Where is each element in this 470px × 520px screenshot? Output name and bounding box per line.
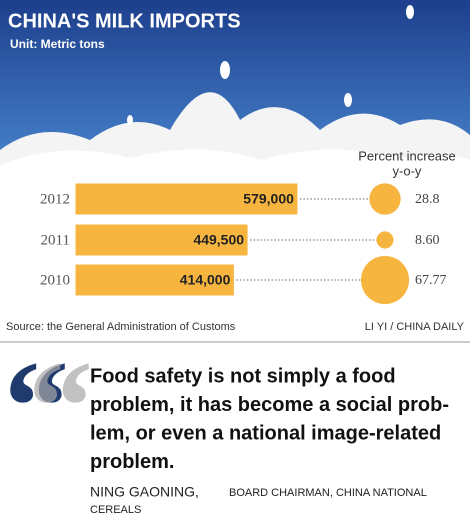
milk-drop	[344, 93, 352, 107]
bubble-label: 28.8	[415, 192, 440, 207]
milk-drop	[220, 61, 230, 79]
bubble-legend: y-o-y	[393, 163, 422, 178]
bar	[74, 263, 235, 297]
quote-line: problem.	[90, 451, 174, 473]
chart-subtitle: Unit: Metric tons	[10, 37, 105, 51]
milk-drop	[127, 115, 133, 125]
milk-drop	[406, 5, 414, 19]
quote-line: lem, or even a national image-related	[90, 422, 441, 444]
bubble-label: 67.77	[415, 273, 447, 288]
quote-line: Food safety is not simply a food	[90, 365, 396, 387]
quote-author: NING GAONING,	[90, 484, 199, 500]
bubble	[376, 231, 394, 249]
value-label: 449,500	[193, 232, 244, 248]
y-tick-label: 2012	[40, 191, 70, 207]
chart-title: CHINA'S MILK IMPORTS	[8, 10, 241, 32]
credit: LI YI / CHINA DAILY	[365, 321, 465, 333]
value-label: 579,000	[243, 191, 294, 207]
y-tick-label: 2010	[40, 272, 70, 288]
bubble	[360, 255, 410, 305]
bar	[74, 223, 249, 257]
quote-line: problem, it has become a social prob-	[90, 394, 449, 416]
bubble	[369, 183, 401, 215]
quote-mark: “	[4, 335, 69, 479]
quote-author-title: CEREALS	[90, 504, 141, 516]
bubble-legend: Percent increase	[358, 148, 456, 163]
quote-author-title: BOARD CHAIRMAN, CHINA NATIONAL	[229, 487, 427, 499]
y-tick-label: 2011	[41, 232, 70, 248]
source: Source: the General Administration of Cu…	[6, 321, 236, 333]
quote-mark: “	[28, 335, 93, 479]
bubble-label: 8.60	[415, 233, 440, 248]
bar	[74, 182, 299, 216]
value-label: 414,000	[180, 272, 231, 288]
